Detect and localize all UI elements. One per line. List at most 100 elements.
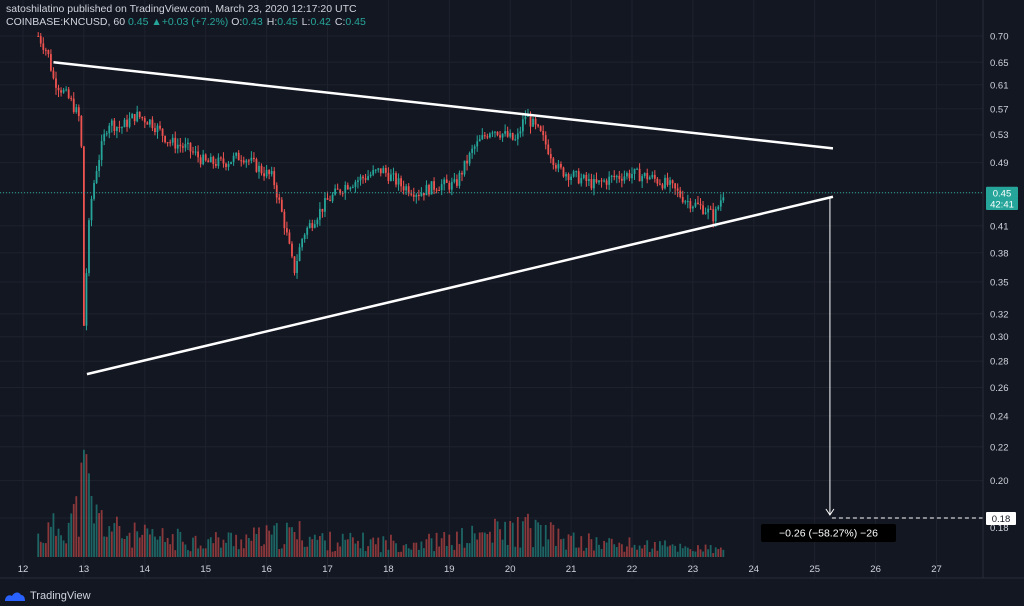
volume-bar — [240, 539, 243, 557]
volume-bar — [623, 551, 626, 557]
volume-bar — [291, 527, 293, 557]
candle-body — [379, 168, 382, 174]
candle-body — [298, 247, 301, 262]
volume-bar — [362, 532, 364, 557]
candle-body — [560, 163, 562, 168]
volume-bar — [489, 531, 491, 557]
candle-body — [664, 177, 666, 189]
candle-body — [511, 133, 514, 140]
high-value: 0.45 — [277, 16, 298, 28]
candle-body — [52, 70, 55, 79]
tradingview-brand[interactable]: TradingView — [4, 590, 91, 602]
volume-bar — [534, 519, 537, 557]
candle-body — [273, 171, 276, 186]
volume-bar — [415, 542, 418, 557]
volume-bar — [504, 521, 507, 557]
volume-bar — [590, 539, 593, 557]
candle-body — [212, 156, 215, 164]
volume-bar — [354, 543, 357, 557]
upper-trendline[interactable] — [53, 61, 834, 150]
candle-body — [456, 179, 458, 186]
candle-body — [44, 49, 47, 51]
lower-trendline[interactable] — [86, 195, 834, 376]
candle-body — [108, 125, 111, 134]
candle-body — [633, 168, 636, 174]
candle-body — [590, 178, 593, 189]
volume-bar — [324, 540, 326, 557]
candle-body — [648, 177, 651, 180]
volume-bar — [75, 496, 78, 557]
volume-bar — [539, 524, 542, 557]
price-tick-label: 0.26 — [990, 383, 1009, 394]
volume-bar — [499, 529, 501, 557]
time-tick-label: 26 — [870, 564, 881, 575]
candle-body — [204, 154, 207, 161]
volume-bar — [222, 539, 225, 557]
candle-body — [509, 133, 512, 137]
volume-bar — [199, 545, 202, 557]
candle-body — [95, 171, 98, 184]
volume-bar — [268, 530, 271, 557]
candle-body — [318, 208, 321, 220]
price-tick-label: 0.18 — [990, 523, 1009, 534]
candle-body — [557, 163, 560, 169]
candle-body — [93, 183, 95, 199]
low-value: 0.42 — [310, 16, 331, 28]
candle-body — [181, 146, 184, 148]
volume-bar — [669, 545, 671, 557]
volume-bar — [90, 495, 93, 557]
candle-body — [397, 178, 400, 185]
candle-body — [527, 115, 529, 117]
candle-body — [90, 198, 93, 221]
symbol-name[interactable]: COINBASE:KNCUSD, 60 — [6, 16, 126, 28]
volume-bar — [308, 536, 311, 557]
volume-bar — [395, 543, 397, 557]
candle-body — [570, 176, 572, 181]
volume-bar — [527, 513, 529, 557]
volume-bar — [676, 551, 679, 557]
candle-body — [473, 146, 476, 149]
candle-body — [148, 119, 151, 125]
time-tick-label: 22 — [627, 564, 638, 575]
candle-body — [542, 131, 545, 136]
candle-body — [453, 179, 456, 182]
candle-body — [407, 186, 410, 194]
candle-body — [288, 232, 291, 244]
candle-body — [433, 181, 435, 190]
volume-bar — [537, 522, 540, 557]
candle-body — [217, 157, 220, 166]
volume-bar — [656, 550, 659, 557]
volume-bar — [707, 549, 710, 557]
candle-body — [425, 184, 428, 196]
candle-body — [458, 172, 461, 186]
candle-body — [214, 163, 217, 166]
candle-body — [547, 144, 550, 155]
candle-body — [400, 178, 402, 187]
volume-bar — [638, 545, 641, 557]
candle-body — [623, 176, 626, 181]
volume-bar — [423, 548, 425, 557]
candle-body — [539, 126, 542, 132]
candle-body — [613, 175, 616, 178]
volume-bar — [50, 526, 52, 557]
candle-body — [329, 199, 331, 201]
price-axis[interactable]: 0.70 0.65 0.61 0.57 0.53 0.49 0.45 0.41 0.38 0.35… — [990, 32, 1009, 535]
candle-body — [653, 174, 656, 179]
candle-body — [57, 87, 60, 91]
candle-body — [131, 114, 134, 119]
candle-body — [100, 141, 103, 161]
candle-body — [161, 128, 164, 136]
volume-bar — [529, 528, 532, 557]
time-axis[interactable]: 12 13 14 15 16 17 18 19 20 21 22 23 24 25 26 27 — [18, 564, 942, 575]
candle-body — [331, 194, 334, 201]
volume-bar — [334, 551, 337, 557]
price-tick-label: 0.65 — [990, 58, 1009, 69]
candle-body — [263, 173, 265, 177]
volume-bar — [138, 537, 141, 557]
candle-body — [275, 185, 278, 198]
candle-body — [692, 206, 694, 209]
candle-body — [417, 194, 420, 197]
candle-body — [603, 180, 605, 182]
volume-bar — [103, 536, 106, 557]
